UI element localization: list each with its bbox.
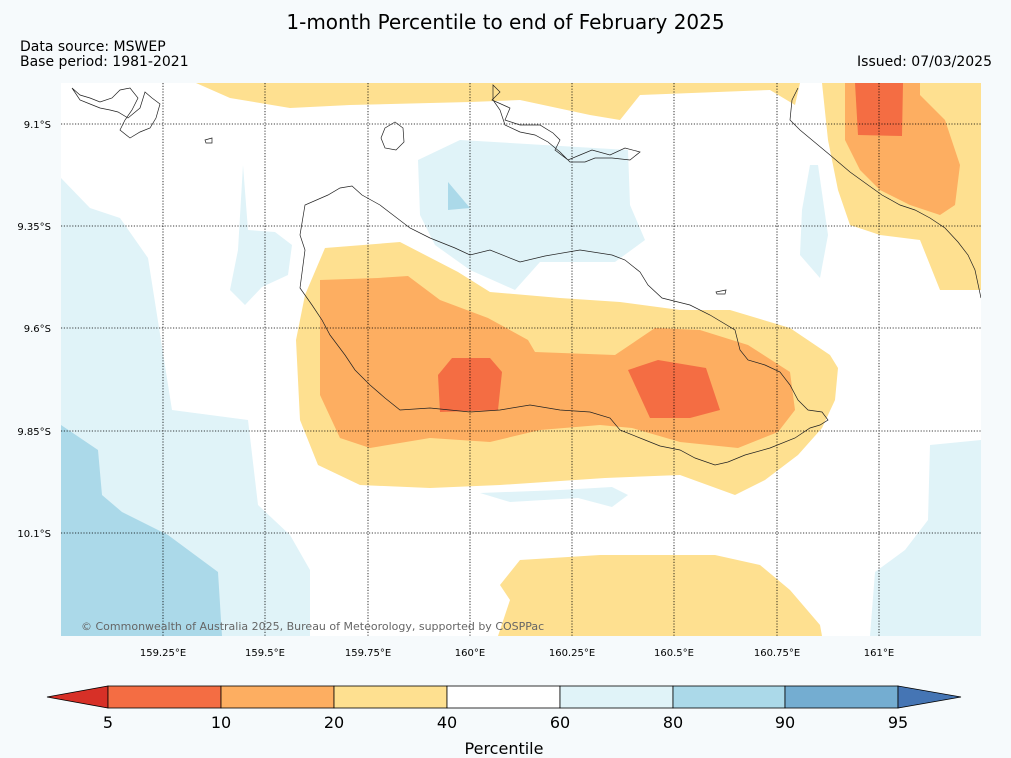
colorbar-label: Percentile [465,739,544,758]
colorbar-bin [784,685,899,709]
colorbar [46,685,962,709]
region-60-80-east-strip [800,165,828,278]
guadalcanal-coastline [299,185,829,466]
colorbar-bin [220,685,335,709]
lat-label: 10.1°S [17,529,51,540]
colorbar-bin [559,685,674,709]
issued-date: Issued: 07/03/2025 [857,54,992,70]
colorbar-tick: 40 [437,713,457,732]
data-source-text: Data source: MSWEP [20,39,166,55]
longitude-labels: 159.25°E 159.5°E 159.75°E 160°E 160.25°E… [140,648,894,659]
copyright-text: © Commonwealth of Australia 2025, Bureau… [81,620,544,633]
region-20-40-south [498,555,822,636]
colorbar-tick: 20 [324,713,344,732]
lon-label: 160°E [455,648,485,659]
lon-label: 160.75°E [754,648,800,659]
map-title: 1-month Percentile to end of February 20… [286,10,725,34]
base-period-text: Base period: 1981-2021 [20,54,189,70]
lon-label: 160.25°E [549,648,595,659]
colorbar-tick: 10 [211,713,231,732]
gridlines [61,83,981,636]
region-80-90-southwest [61,425,222,636]
savo-island [380,121,405,151]
colorbar-tick: 95 [888,713,908,732]
lon-label: 160.5°E [654,648,694,659]
lat-label: 9.1°S [24,120,51,131]
colorbar-bin [107,685,222,709]
latitude-labels: 9.1°S 9.35°S 9.6°S 9.85°S 10.1°S [17,120,51,540]
region-5-10-a [438,358,502,412]
colorbar-bin [333,685,448,709]
region-60-80-central [418,140,645,290]
lat-label: 9.35°S [17,222,51,233]
region-5-10-ne [855,83,903,136]
colorbar-bin [672,685,786,709]
coastlines [71,84,981,466]
small-islet [715,289,727,295]
colorbar-tick: 80 [663,713,683,732]
region-60-80-southeast [870,440,981,636]
region-80-90-small [448,182,470,210]
lon-label: 159.75°E [345,648,391,659]
data-source-info: Data source: MSWEP Base period: 1981-202… [20,40,189,70]
colorbar-tick: 5 [103,713,113,732]
colorbar-tick: 60 [550,713,570,732]
colorbar-extend-low [46,685,109,709]
region-20-40-north [196,83,981,120]
colorbar-extend-high [897,685,962,709]
colorbar-tick: 90 [775,713,795,732]
lat-label: 9.6°S [24,324,51,335]
lon-label: 161°E [864,648,894,659]
malaita-coastline [789,87,981,299]
region-60-80-west-patch [230,165,292,305]
small-islet-2 [204,137,213,144]
colorbar-ticks: 5 10 20 40 60 80 90 95 [103,713,908,732]
lon-label: 159.25°E [140,648,186,659]
region-60-80-south-sliver [480,487,628,507]
lat-label: 9.85°S [17,427,51,438]
map-area: © Commonwealth of Australia 2025, Bureau… [61,83,981,636]
lon-label: 159.5°E [245,648,285,659]
florida-islands [491,84,641,163]
russell-islands [71,87,161,139]
colorbar-bin [446,685,561,709]
